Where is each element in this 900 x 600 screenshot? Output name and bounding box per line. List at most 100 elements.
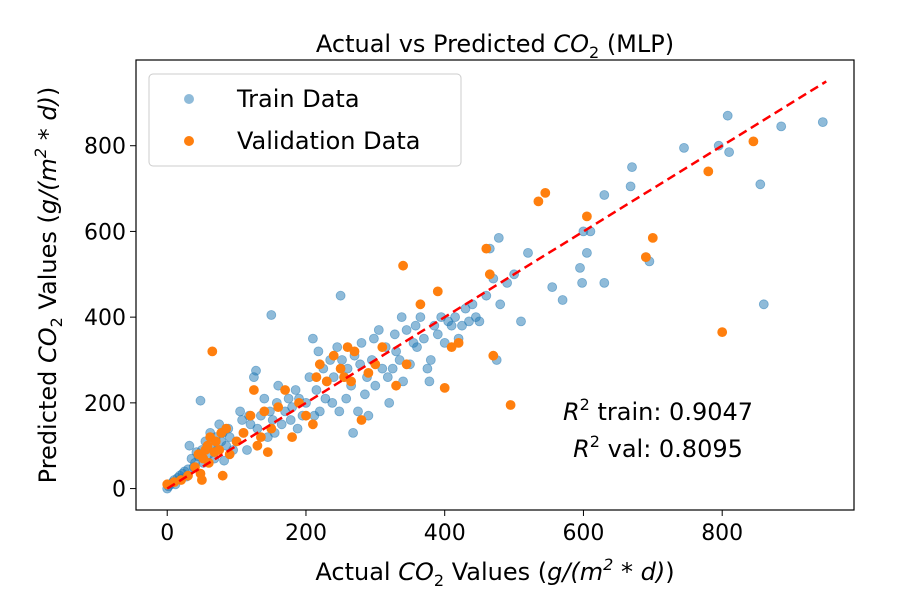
validation-point <box>202 440 213 451</box>
legend-marker-train <box>184 94 194 104</box>
train-point <box>283 393 294 404</box>
validation-point <box>207 346 218 357</box>
train-point <box>335 290 346 301</box>
validation-point <box>221 423 232 434</box>
validation-point <box>217 470 228 481</box>
train-point <box>755 179 766 190</box>
validation-point <box>238 427 249 438</box>
train-point <box>457 320 467 331</box>
train-point <box>412 342 422 353</box>
x-ticks: 0 200 400 600 800 <box>160 510 743 546</box>
train-point <box>625 181 636 192</box>
train-point <box>219 455 230 466</box>
train-point <box>679 142 689 153</box>
validation-point <box>432 286 443 297</box>
validation-point <box>273 402 284 413</box>
validation-point <box>484 269 495 280</box>
train-point <box>327 397 338 408</box>
validation-point <box>342 342 353 353</box>
validation-point <box>481 243 492 254</box>
train-point <box>328 372 339 383</box>
x-axis-title: Actual CO2 Values (g/(m2 * d)) <box>315 555 674 590</box>
legend-box <box>148 73 462 167</box>
y-tick-label: 600 <box>84 220 126 245</box>
train-point <box>547 282 558 293</box>
train-point <box>251 365 261 376</box>
y-tick-label: 0 <box>112 478 126 503</box>
train-point <box>724 147 734 158</box>
train-point <box>516 316 526 327</box>
train-point <box>221 440 232 451</box>
train-point <box>382 372 393 383</box>
validation-point <box>314 359 325 370</box>
train-point <box>599 277 610 288</box>
train-point <box>292 423 303 434</box>
train-point <box>577 277 587 288</box>
train-point <box>363 410 374 421</box>
train-point <box>557 295 568 305</box>
y-ticks: 0 200 400 600 800 <box>84 135 136 503</box>
train-point <box>237 415 248 425</box>
legend-marker-validation <box>184 136 194 146</box>
train-point <box>242 445 252 455</box>
validation-point <box>377 342 388 353</box>
ideal-fit-line <box>166 80 827 490</box>
train-point <box>394 355 405 365</box>
validation-point <box>280 385 291 395</box>
x-tick-label: 600 <box>562 521 604 546</box>
train-point <box>313 346 324 357</box>
validation-point <box>321 376 332 387</box>
train-point <box>290 385 301 395</box>
train-point <box>523 247 533 258</box>
train-point <box>320 393 331 404</box>
train-point <box>776 121 787 132</box>
validation-point <box>335 363 346 374</box>
train-point <box>575 262 585 273</box>
train-point <box>432 329 443 340</box>
x-tick-label: 0 <box>160 521 174 546</box>
validation-point <box>401 359 412 370</box>
train-point <box>495 299 506 310</box>
train-point <box>184 440 195 451</box>
validation-point <box>505 400 516 410</box>
train-point <box>450 312 461 323</box>
train-point <box>398 376 409 387</box>
train-point <box>314 406 325 417</box>
train-point <box>722 110 733 121</box>
train-point <box>401 325 412 335</box>
validation-point <box>245 410 256 421</box>
train-point <box>307 333 318 344</box>
validation-point <box>641 252 651 263</box>
train-point <box>384 397 395 408</box>
train-point <box>474 316 485 327</box>
train-point <box>341 393 352 404</box>
train-point <box>387 363 398 374</box>
train-point <box>224 432 235 443</box>
validation-point <box>287 432 298 443</box>
x-tick-label: 200 <box>285 521 327 546</box>
x-tick-label: 400 <box>424 521 466 546</box>
validation-point <box>439 382 450 393</box>
train-point <box>259 393 270 404</box>
validation-point <box>252 440 263 451</box>
train-point <box>418 333 429 344</box>
validation-point <box>717 327 728 338</box>
legend: Train Data Validation Data <box>148 73 462 167</box>
validation-point <box>533 196 544 207</box>
validation-point <box>262 447 273 458</box>
validation-point <box>311 372 322 383</box>
validation-point <box>346 376 357 387</box>
train-point <box>373 325 384 335</box>
train-point <box>493 232 504 243</box>
validation-point <box>748 136 759 147</box>
validation-point <box>582 211 592 222</box>
legend-label-train: Train Data <box>236 85 360 113</box>
validation-point <box>356 415 367 425</box>
train-point <box>377 363 388 374</box>
train-point <box>332 342 343 353</box>
train-point <box>337 355 347 365</box>
train-point <box>422 363 433 374</box>
train-point <box>334 406 345 417</box>
validation-point <box>248 385 259 395</box>
y-tick-label: 400 <box>84 306 126 331</box>
